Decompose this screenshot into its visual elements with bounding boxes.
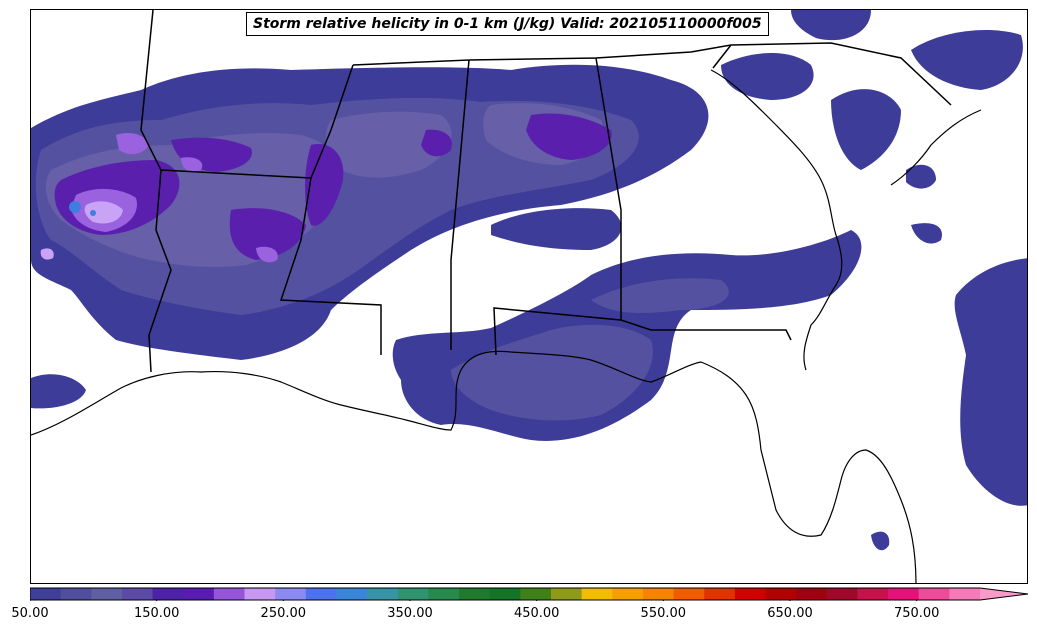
colorbar-segment (367, 588, 399, 600)
colorbar-segment (612, 588, 644, 600)
colorbar-segment (428, 588, 460, 600)
colorbar-segment (888, 588, 920, 600)
colorbar-tick-label: 250.00 (260, 606, 307, 621)
colorbar-segment (336, 588, 368, 600)
colorbar-segment (550, 588, 583, 600)
map-frame (30, 9, 1028, 584)
colorbar-tick-label: 650.00 (767, 606, 813, 621)
colorbar-tick-label: 350.00 (387, 606, 433, 621)
colorbar-segment (213, 588, 246, 600)
colorbar-outline (30, 587, 1029, 601)
colorbar-tick-label: 450.00 (513, 606, 560, 621)
colorbar-segment (152, 588, 184, 600)
colorbar-segment (673, 588, 705, 600)
colorbar-segment (183, 588, 215, 600)
colorbar-segment (796, 588, 828, 600)
colorbar-segment (397, 588, 429, 600)
colorbar-segment (91, 588, 123, 600)
colorbar-segment (489, 588, 521, 600)
colorbar (30, 587, 1029, 601)
colorbar-segment (30, 588, 62, 600)
colorbar-segment (121, 588, 154, 600)
colorbar-segment (765, 588, 797, 600)
colorbar-segment (918, 588, 950, 600)
helicity-contour-fills-max (69, 201, 96, 216)
colorbar-segment (734, 588, 766, 600)
colorbar-tick-label: 50.00 (11, 606, 49, 621)
colorbar-segment (826, 588, 858, 600)
coastline-east (710, 69, 982, 371)
colorbar-segment (305, 588, 337, 600)
colorbar-tick-label: 750.00 (893, 606, 940, 621)
colorbar-segment (520, 588, 552, 600)
map-title: Storm relative helicity in 0-1 km (J/kg)… (253, 16, 762, 32)
helicity-map (31, 10, 1027, 583)
colorbar-tick-labels: 50.00 150.00 250.00 350.00 450.00 550.00 650.0… (0, 606, 1037, 626)
colorbar-segment (459, 588, 491, 600)
colorbar-segment (704, 588, 736, 600)
map-title-box: Storm relative helicity in 0-1 km (J/kg)… (246, 12, 769, 36)
helicity-contour-fills-peak (40, 201, 123, 260)
colorbar-segment (642, 588, 675, 600)
colorbar-segment (275, 588, 307, 600)
colorbar-segment (581, 588, 613, 600)
colorbar-segment (857, 588, 889, 600)
colorbar-segment (949, 588, 981, 600)
colorbar-tick-label: 550.00 (640, 606, 687, 621)
colorbar-segment (244, 588, 276, 600)
colorbar-segment (60, 588, 92, 600)
colorbar-tick-label: 150.00 (133, 606, 180, 621)
colorbar-extend-arrow (980, 588, 1028, 600)
state-borders (140, 10, 952, 373)
coastline (31, 350, 917, 583)
